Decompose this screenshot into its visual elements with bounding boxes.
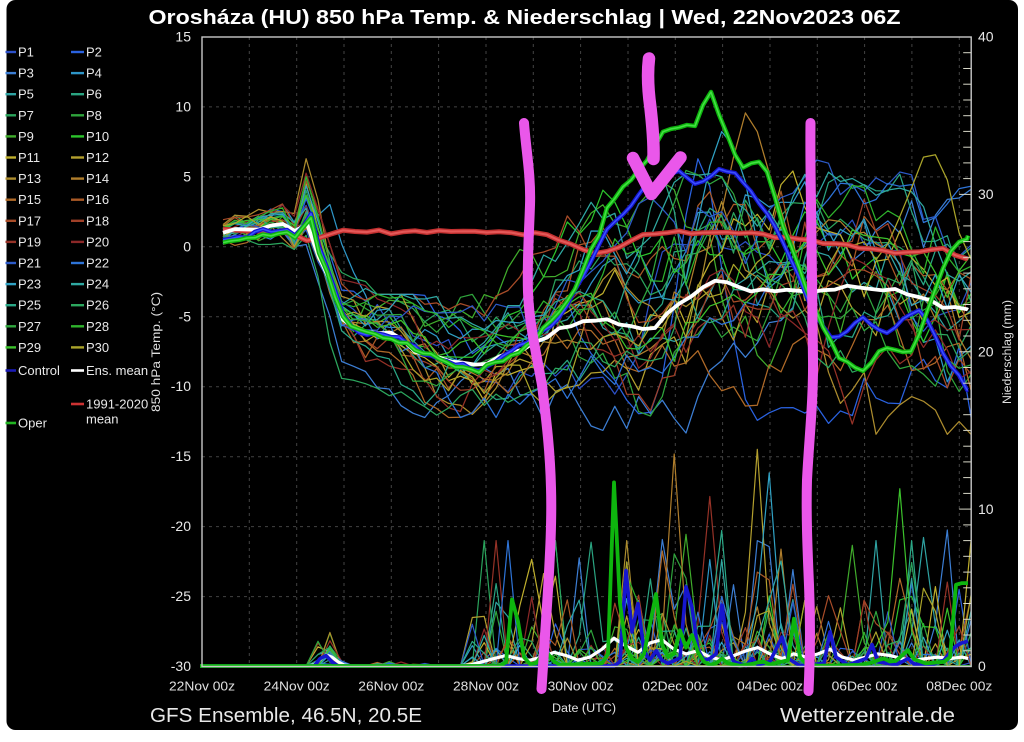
svg-text:22Nov 00z: 22Nov 00z [169,679,235,694]
svg-text:P5: P5 [18,87,34,102]
svg-text:P12: P12 [86,150,109,165]
svg-text:P9: P9 [18,129,34,144]
svg-text:P29: P29 [18,340,41,355]
svg-text:P1: P1 [18,45,34,60]
svg-text:08Dec 00z: 08Dec 00z [926,679,992,694]
svg-text:P21: P21 [18,256,41,271]
svg-text:-20: -20 [171,518,191,534]
svg-text:P7: P7 [18,108,34,123]
svg-text:P15: P15 [18,192,41,207]
svg-text:P27: P27 [18,319,41,334]
svg-text:Niederschlag (mm): Niederschlag (mm) [1002,300,1014,404]
svg-text:-25: -25 [171,588,191,604]
svg-text:P3: P3 [18,66,34,81]
svg-text:P10: P10 [86,129,109,144]
svg-text:P14: P14 [86,171,109,186]
svg-text:P16: P16 [86,192,109,207]
svg-text:-5: -5 [179,308,192,324]
svg-text:P2: P2 [86,45,102,60]
svg-text:P23: P23 [18,277,41,292]
svg-text:P17: P17 [18,213,41,228]
svg-text:10: 10 [978,501,994,517]
svg-text:26Nov 00z: 26Nov 00z [358,679,424,694]
svg-text:06Dec 00z: 06Dec 00z [832,679,898,694]
svg-text:Control: Control [18,363,60,378]
svg-text:20: 20 [978,343,994,359]
svg-text:P28: P28 [86,319,109,334]
svg-text:Ens. mean: Ens. mean [86,363,148,378]
svg-text:P22: P22 [86,256,109,271]
svg-text:-30: -30 [171,658,191,674]
svg-text:P8: P8 [86,108,102,123]
svg-text:24Nov 00z: 24Nov 00z [264,679,330,694]
svg-text:30Nov 00z: 30Nov 00z [548,679,614,694]
svg-text:P20: P20 [86,234,109,249]
svg-text:40: 40 [978,29,994,45]
svg-text:P26: P26 [86,298,109,313]
svg-text:P30: P30 [86,340,109,355]
svg-text:P13: P13 [18,171,41,186]
svg-text:P6: P6 [86,87,102,102]
svg-text:850 hPa Temp. (°C): 850 hPa Temp. (°C) [151,292,163,412]
svg-text:-10: -10 [171,378,191,394]
svg-text:GFS Ensemble, 46.5N, 20.5E: GFS Ensemble, 46.5N, 20.5E [150,705,422,727]
svg-text:P19: P19 [18,234,41,249]
svg-text:P24: P24 [86,277,109,292]
svg-text:Oper: Oper [18,416,48,431]
svg-text:Orosháza (HU) 850 hPa Temp.: Orosháza (HU) 850 hPa Temp. & Niederschl… [149,7,901,29]
svg-text:P18: P18 [86,213,109,228]
svg-text:Date (UTC): Date (UTC) [552,703,616,715]
svg-text:P11: P11 [18,150,40,165]
svg-text:10: 10 [175,98,191,114]
svg-text:04Dec 00z: 04Dec 00z [737,679,803,694]
svg-text:02Dec 00z: 02Dec 00z [642,679,708,694]
svg-text:30: 30 [978,186,994,202]
svg-text:P4: P4 [86,66,102,81]
svg-text:0: 0 [183,238,191,254]
svg-text:Wetterzentrale.de: Wetterzentrale.de [780,705,955,727]
svg-text:mean: mean [86,412,119,427]
svg-text:1991-2020: 1991-2020 [86,397,148,412]
svg-text:-15: -15 [171,448,191,464]
svg-text:P25: P25 [18,298,41,313]
svg-text:0: 0 [978,658,986,674]
svg-text:5: 5 [183,168,191,184]
svg-text:28Nov 00z: 28Nov 00z [453,679,519,694]
svg-text:15: 15 [175,29,191,45]
